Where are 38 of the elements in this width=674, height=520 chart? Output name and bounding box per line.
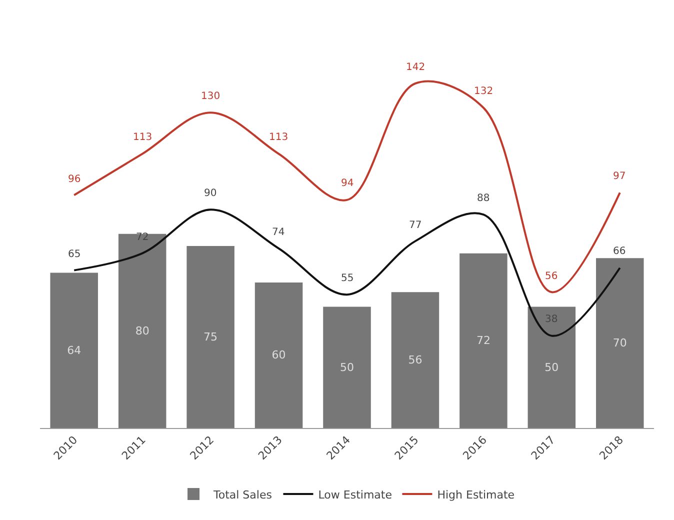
data-label: 66	[613, 246, 626, 257]
data-label: 56	[545, 271, 558, 282]
data-label: 50	[340, 360, 354, 374]
data-label: 55	[341, 273, 354, 284]
legend-label: High Estimate	[437, 488, 515, 502]
data-label: 75	[204, 330, 218, 344]
legend-label: Total Sales	[212, 488, 272, 502]
data-label: 130	[201, 91, 220, 102]
data-label: 94	[341, 178, 354, 189]
data-label: 80	[135, 324, 150, 338]
bar	[323, 306, 371, 428]
data-label: 72	[136, 232, 149, 243]
data-label: 142	[406, 62, 426, 73]
data-label: 72	[476, 334, 490, 348]
data-label: 90	[204, 188, 217, 199]
bar	[186, 246, 234, 428]
data-label: 132	[474, 86, 494, 97]
data-label: 77	[409, 220, 422, 231]
data-label: 74	[272, 227, 285, 238]
bar	[50, 272, 98, 428]
data-label: 113	[133, 132, 152, 143]
data-label: 60	[272, 348, 286, 362]
data-label: 56	[408, 354, 422, 367]
data-label: 50	[544, 360, 559, 374]
bar	[118, 234, 166, 428]
bar	[528, 306, 576, 428]
bar	[391, 292, 440, 428]
data-label: 96	[68, 174, 81, 185]
data-label: 113	[269, 132, 288, 143]
data-label: 97	[613, 171, 626, 182]
legend-label: Low Estimate	[318, 488, 392, 502]
data-label: 64	[67, 344, 82, 357]
bar	[596, 258, 644, 428]
data-label: 88	[477, 193, 490, 204]
data-label: 70	[612, 336, 627, 350]
bar	[254, 282, 303, 428]
bar	[460, 253, 508, 428]
data-label: 65	[68, 249, 81, 260]
